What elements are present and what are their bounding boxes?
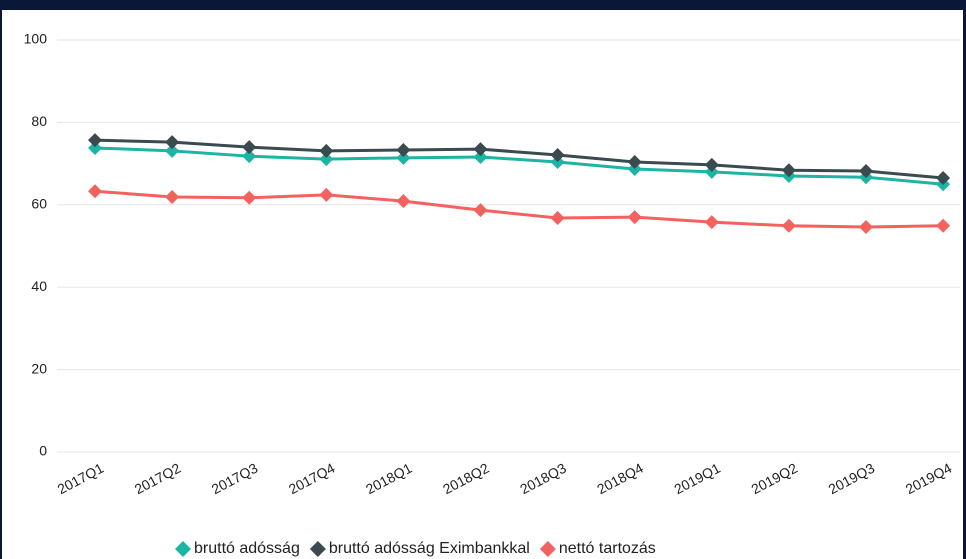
data-point <box>781 218 796 233</box>
data-point <box>242 140 257 155</box>
data-point <box>88 184 102 199</box>
y-tick-label: 20 <box>31 360 47 376</box>
data-point <box>550 154 565 169</box>
data-point <box>627 210 642 225</box>
data-point <box>165 135 180 150</box>
legend-label: bruttó adósság <box>194 540 300 557</box>
data-point <box>704 164 719 179</box>
series-line <box>94 189 944 229</box>
legend-marker <box>309 541 326 557</box>
data-point <box>473 203 488 218</box>
data-point <box>88 133 102 148</box>
series-line <box>94 146 944 186</box>
data-point <box>165 189 180 204</box>
plot-background <box>2 10 963 559</box>
legend-label: nettó tartozás <box>559 540 656 557</box>
data-point <box>242 149 257 164</box>
data-point <box>242 190 257 205</box>
data-point <box>88 140 102 155</box>
data-point <box>936 171 951 186</box>
data-point <box>704 215 719 230</box>
data-point <box>396 194 411 209</box>
data-point <box>627 154 642 169</box>
data-point <box>473 142 488 157</box>
data-point <box>704 157 719 172</box>
data-point <box>396 143 411 158</box>
data-point <box>781 163 796 178</box>
data-point <box>165 143 180 158</box>
y-tick-label: 60 <box>31 196 47 212</box>
y-tick-label: 100 <box>24 31 48 47</box>
data-point <box>627 161 642 176</box>
data-point <box>396 150 411 165</box>
data-point <box>936 218 951 233</box>
legend-marker <box>539 541 556 557</box>
data-point <box>550 210 565 225</box>
legend-marker <box>175 541 191 557</box>
series-line <box>94 138 944 180</box>
data-point <box>473 150 488 165</box>
data-point <box>319 143 334 158</box>
y-tick-label: 80 <box>31 113 47 129</box>
data-point <box>859 220 873 235</box>
data-point <box>319 187 334 202</box>
data-point <box>319 152 334 167</box>
y-tick-label: 40 <box>31 278 47 294</box>
legend-label: bruttó adósság Eximbankkal <box>329 540 530 557</box>
data-point <box>550 147 565 162</box>
y-tick-label: 0 <box>39 443 47 459</box>
data-point <box>859 164 873 179</box>
